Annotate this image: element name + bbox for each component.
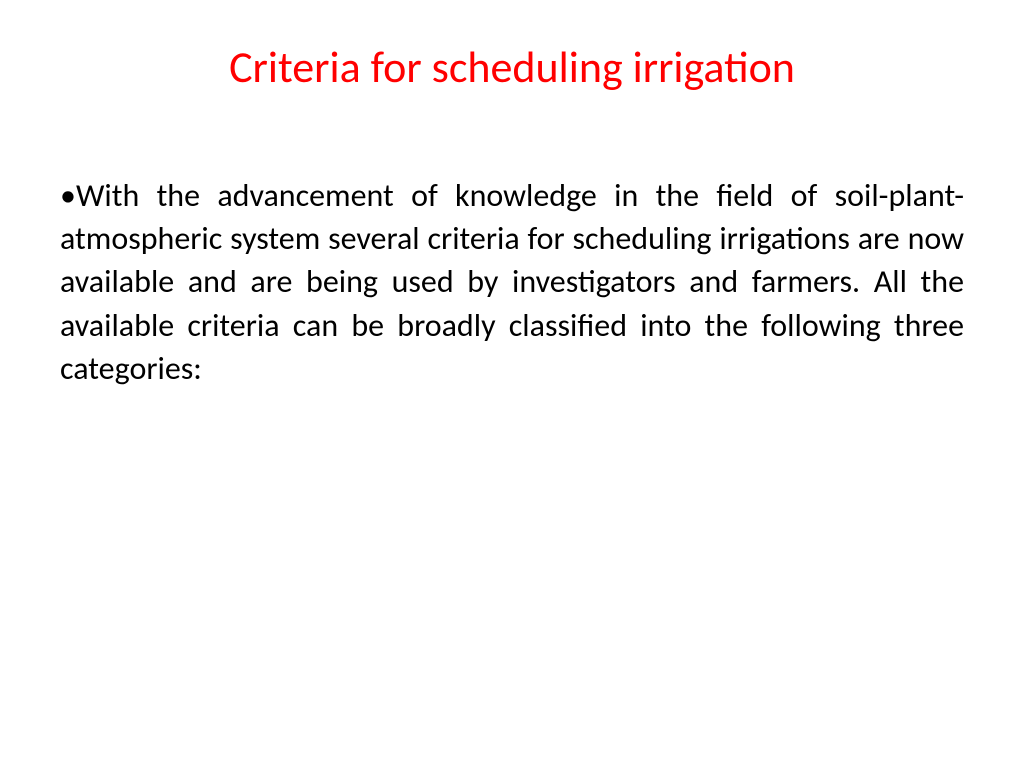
bullet-text: With the advancement of knowledge in the… [60, 176, 964, 388]
slide-container: Criteria for scheduling irrigation •With… [0, 0, 1024, 768]
slide-title: Criteria for scheduling irrigation [60, 40, 964, 94]
bullet-marker: • [60, 176, 76, 215]
bullet-item: •With the advancement of knowledge in th… [60, 174, 964, 390]
slide-content: •With the advancement of knowledge in th… [60, 174, 964, 390]
